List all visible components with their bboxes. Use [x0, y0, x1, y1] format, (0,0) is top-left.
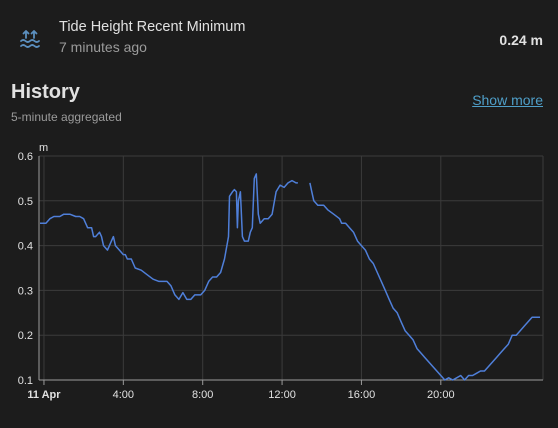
entity-last-changed: 7 minutes ago: [59, 39, 147, 55]
y-tick-label: 0.1: [18, 375, 33, 387]
y-axis-unit: m: [39, 142, 48, 154]
waves-arrow-up-icon: [18, 27, 42, 51]
chart-axes: 0.6 0.5 0.4 0.3 0.2 0.1 m 11 Apr 4:00 8:00 12:00 16…: [18, 142, 543, 401]
y-tick-label: 0.2: [18, 330, 33, 342]
y-tick-label: 0.5: [18, 196, 33, 208]
x-tick-label: 20:00: [427, 389, 455, 401]
series-line: [309, 182, 540, 381]
chart-grid: [39, 155, 544, 381]
series-line: [40, 173, 298, 301]
aggregation-note: 5-minute aggregated: [11, 110, 122, 124]
y-tick-label: 0.3: [18, 285, 33, 297]
x-tick-label: 11 Apr: [27, 389, 61, 401]
y-tick-label: 0.6: [18, 151, 33, 163]
x-tick-label: 8:00: [192, 389, 213, 401]
chart-series: [40, 173, 540, 381]
show-more-link[interactable]: Show more: [472, 92, 543, 108]
x-tick-label: 16:00: [348, 389, 376, 401]
x-tick-label: 4:00: [113, 389, 134, 401]
entity-row[interactable]: Tide Height Recent Minimum 7 minutes ago…: [0, 0, 558, 70]
history-title: History: [11, 81, 80, 103]
x-tick-label: 12:00: [268, 389, 296, 401]
entity-name: Tide Height Recent Minimum: [59, 19, 246, 35]
entity-state: 0.24 m: [499, 32, 543, 48]
y-tick-label: 0.4: [18, 241, 33, 253]
